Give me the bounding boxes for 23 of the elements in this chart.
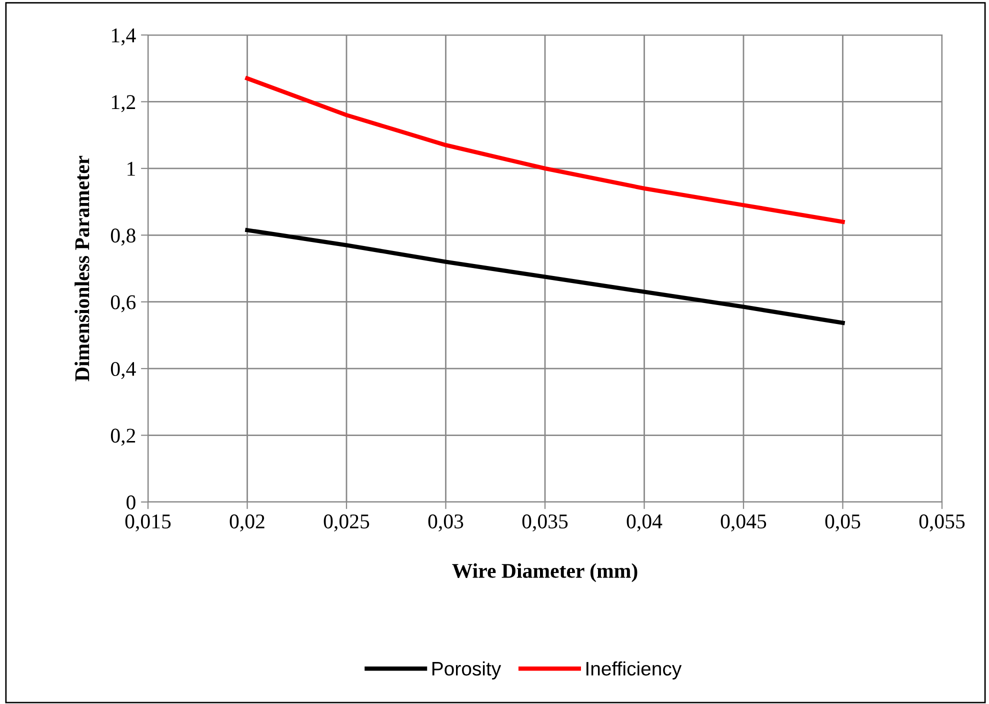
- legend-label: Porosity: [432, 661, 502, 680]
- y-axis-title: Dimensionless Parameter: [74, 156, 90, 382]
- x-tick-label: 0,015: [125, 514, 171, 532]
- x-tick-label: 0,05: [825, 514, 860, 532]
- x-tick-label: 0,03: [428, 514, 464, 532]
- x-tick-label: 0,045: [720, 514, 766, 532]
- x-axis-title: Wire Diameter (mm): [452, 563, 638, 582]
- y-tick-label: 0,6: [110, 295, 136, 312]
- y-tick-label: 0,2: [110, 428, 136, 446]
- line-series: [245, 228, 845, 325]
- legend-label: Inefficiency: [586, 661, 682, 680]
- y-tick-label: 0,8: [110, 228, 136, 246]
- y-tick-label: 1,4: [112, 28, 136, 46]
- x-tick-label: 0,055: [919, 514, 965, 532]
- x-tick-label: 0,035: [522, 514, 568, 532]
- line-series: [245, 76, 845, 224]
- x-tick-label: 0,025: [324, 514, 370, 532]
- x-tick-label: 0,04: [626, 514, 662, 532]
- y-tick-label: 1,2: [112, 95, 136, 112]
- y-tick-label: 0: [126, 495, 136, 510]
- x-tick-label: 0,02: [230, 514, 264, 532]
- y-tick-label: 1: [128, 162, 135, 176]
- y-tick-label: 0,4: [110, 362, 136, 380]
